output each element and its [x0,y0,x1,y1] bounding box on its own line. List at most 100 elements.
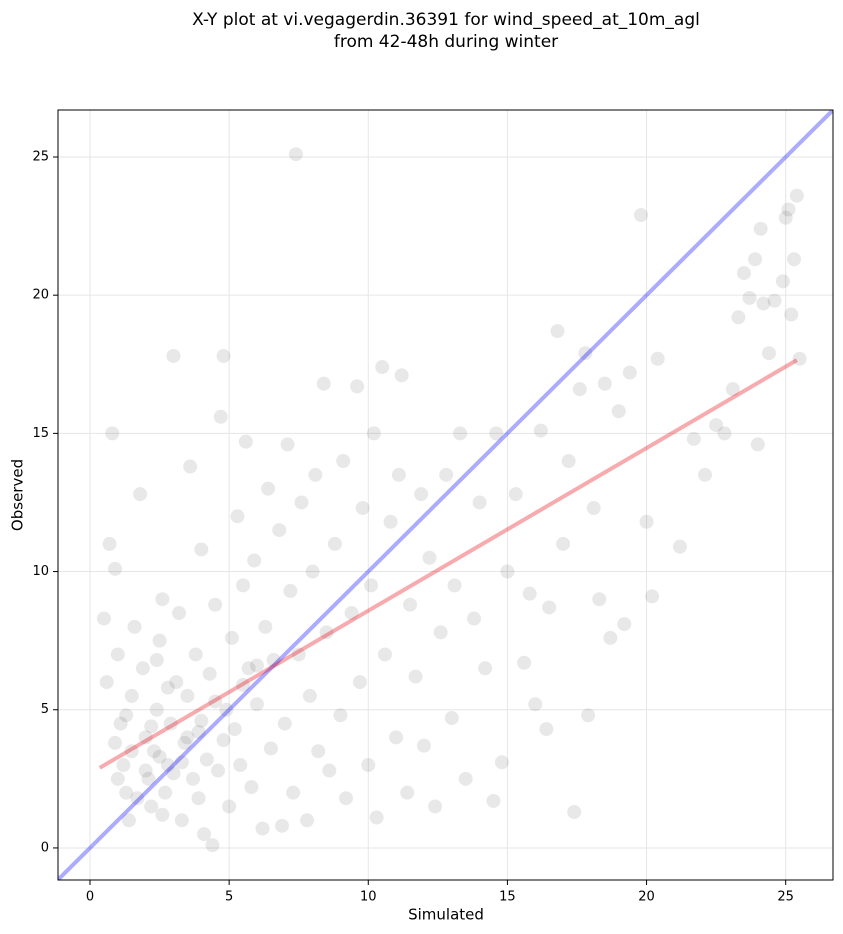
point [736,266,751,281]
point [105,426,120,441]
point [403,597,418,612]
point [124,688,139,703]
point [333,708,348,723]
point [336,454,351,469]
point [121,813,136,828]
point [433,625,448,640]
y-axis-label: Observed [9,459,27,531]
point [645,589,660,604]
point [352,675,367,690]
point [116,758,131,773]
point [110,771,125,786]
point [172,606,187,621]
point [144,719,159,734]
x-tick-label: 15 [499,890,516,905]
point [339,791,354,806]
point [216,348,231,363]
point [272,523,287,538]
point [781,202,796,217]
point [160,758,175,773]
x-tick-label: 0 [86,890,94,905]
point [748,252,763,267]
point [447,578,462,593]
point [611,404,626,419]
point [155,592,170,607]
point [227,722,242,737]
point [275,818,290,833]
point [261,481,276,496]
point [672,539,687,554]
point [391,467,406,482]
y-tick-label: 0 [41,840,49,855]
point [258,619,273,634]
point [572,382,587,397]
point [188,647,203,662]
point [767,293,782,308]
point [149,702,164,717]
point [302,688,317,703]
point [224,630,239,645]
point [787,252,802,267]
point [208,597,223,612]
point [155,807,170,822]
point [603,630,618,645]
point [263,741,278,756]
point [149,653,164,667]
point [308,467,323,482]
point [280,437,295,452]
point [533,423,548,438]
point [138,763,153,778]
point [753,221,768,236]
point [163,716,178,731]
point [686,431,701,446]
point [183,459,198,474]
point [517,655,532,670]
point [127,619,142,634]
point [238,434,253,449]
point [742,290,757,305]
point [784,307,799,322]
point [539,722,554,737]
point [444,711,459,726]
point [528,697,543,712]
point [305,564,320,579]
point [108,561,123,576]
point [622,365,637,380]
point [166,348,181,363]
point [556,536,571,551]
point [166,766,181,781]
point [174,755,189,770]
point [108,735,123,750]
point [561,454,576,469]
point [208,694,223,709]
point [213,409,228,424]
point [158,785,173,800]
point [266,653,281,667]
point [355,500,370,515]
point [202,666,217,681]
point [778,210,793,225]
point [581,708,596,723]
point [408,669,423,684]
point [152,633,167,648]
point [152,749,167,764]
point [394,368,409,383]
point [249,658,264,673]
point [542,600,557,615]
plot-frame [57,109,834,881]
point [180,688,195,703]
point [255,821,270,836]
x-tick-label: 25 [777,890,794,905]
point [194,542,209,557]
point [141,771,156,786]
point [99,675,114,690]
point [639,514,654,529]
point [219,702,234,717]
point [277,716,292,731]
point [414,487,429,502]
plot-area [58,110,833,880]
point [294,495,309,510]
point [709,418,724,433]
point [550,324,565,339]
